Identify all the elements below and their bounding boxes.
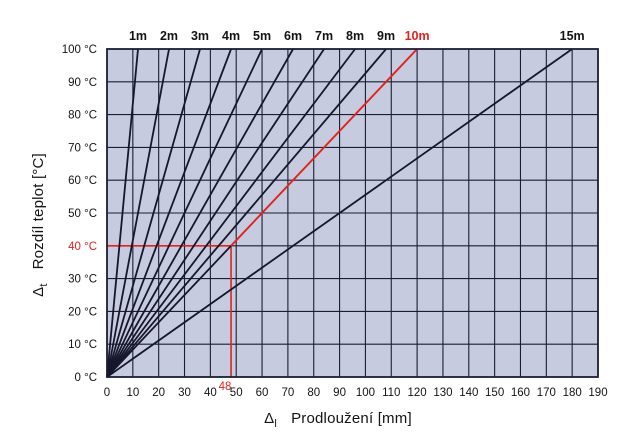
y-tick-label: 100 °C xyxy=(62,44,97,56)
series-line-3m xyxy=(106,48,201,378)
series-line-7m xyxy=(106,48,325,378)
plot-border xyxy=(106,48,599,378)
x-tick-label: 110 xyxy=(382,387,400,399)
x-tick-label: 170 xyxy=(537,387,556,399)
x-tick-label: 20 xyxy=(152,387,165,399)
y-tick-label: 0 °C xyxy=(75,372,98,384)
x-tick-label: 190 xyxy=(588,387,607,399)
series-label-15m: 15m xyxy=(560,29,585,43)
y-axis-delta: Δ xyxy=(30,286,47,297)
x-tick-label: 40 xyxy=(204,387,217,399)
x-axis-subscript: l xyxy=(274,418,278,430)
x-tick-label: 130 xyxy=(433,387,452,399)
x-tick-label: 100 xyxy=(356,387,375,399)
series-line-15m xyxy=(106,48,573,378)
series-label-3m: 3m xyxy=(191,29,209,43)
series-label-4m: 4m xyxy=(222,29,240,43)
y-tick-label: 30 °C xyxy=(68,274,97,286)
series-line-10m xyxy=(106,245,232,378)
x-tick-label: 90 xyxy=(333,387,346,399)
x-tick-label: 160 xyxy=(511,387,530,399)
x-axis-text: Prodloužení [mm] xyxy=(291,410,412,427)
x-axis-title: Δl Prodloužení [mm] xyxy=(264,410,412,430)
y-tick-label: 80 °C xyxy=(68,110,97,122)
series-line-4m xyxy=(106,48,232,378)
series-line-5m xyxy=(106,48,263,378)
y-tick-label: 90 °C xyxy=(68,77,97,89)
y-tick-label: 60 °C xyxy=(68,175,97,187)
y-tick-label: 20 °C xyxy=(68,306,97,318)
series-label-6m: 6m xyxy=(284,29,302,43)
x-axis-symbol: Δl xyxy=(264,410,278,430)
series-label-1m: 1m xyxy=(129,29,147,43)
y-tick-label: 10 °C xyxy=(68,339,97,351)
x-tick-label: 180 xyxy=(563,387,582,399)
x-tick-label: 150 xyxy=(485,387,504,399)
y-axis-title: Δt Rozdíl teplot [°C] xyxy=(30,75,50,375)
annotation-x-value: 48 xyxy=(219,381,232,393)
x-tick-label: 50 xyxy=(230,387,243,399)
y-tick-label: 70 °C xyxy=(68,142,97,154)
series-line-9m xyxy=(106,48,387,378)
x-tick-label: 60 xyxy=(256,387,269,399)
series-label-9m: 9m xyxy=(377,29,395,43)
series-line-2m xyxy=(106,48,170,378)
y-tick-label: 50 °C xyxy=(68,208,97,220)
series-label-10m: 10m xyxy=(405,29,430,43)
series-line-10m-highlighted xyxy=(230,48,418,247)
x-axis-delta: Δ xyxy=(264,410,275,427)
series-line-6m xyxy=(106,48,294,378)
series-line-8m xyxy=(106,48,356,378)
x-tick-label: 70 xyxy=(281,387,294,399)
x-tick-label: 80 xyxy=(307,387,320,399)
y-axis-subscript: t xyxy=(38,283,50,287)
y-axis-symbol: Δt xyxy=(30,283,50,297)
x-tick-label: 10 xyxy=(126,387,139,399)
series-label-7m: 7m xyxy=(315,29,333,43)
x-tick-label: 140 xyxy=(459,387,478,399)
x-tick-label: 0 xyxy=(104,387,110,399)
series-line-1m xyxy=(106,48,139,378)
series-label-2m: 2m xyxy=(160,29,178,43)
x-tick-label: 120 xyxy=(408,387,427,399)
series-label-5m: 5m xyxy=(253,29,271,43)
y-axis-text: Rozdíl teplot [°C] xyxy=(30,153,47,270)
series-label-8m: 8m xyxy=(346,29,364,43)
x-tick-label: 30 xyxy=(178,387,191,399)
y-tick-label: 40 °C xyxy=(68,241,97,253)
